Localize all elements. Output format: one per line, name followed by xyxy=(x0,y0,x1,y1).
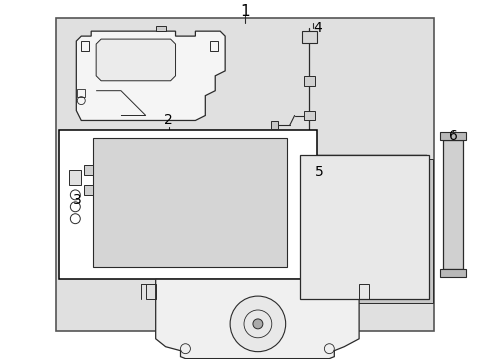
Polygon shape xyxy=(84,165,93,175)
Bar xyxy=(60,130,317,279)
Text: 3: 3 xyxy=(73,193,81,207)
Bar xyxy=(440,132,466,140)
Polygon shape xyxy=(96,39,175,81)
Bar xyxy=(440,269,466,277)
Polygon shape xyxy=(303,111,315,121)
Polygon shape xyxy=(303,159,432,303)
Text: 6: 6 xyxy=(448,129,457,143)
Text: 1: 1 xyxy=(240,4,249,19)
Circle shape xyxy=(252,319,263,329)
Polygon shape xyxy=(301,31,317,43)
Polygon shape xyxy=(155,279,358,359)
Polygon shape xyxy=(84,185,93,195)
Polygon shape xyxy=(303,76,315,86)
Text: 5: 5 xyxy=(314,165,323,179)
Bar xyxy=(299,155,427,299)
Text: 4: 4 xyxy=(312,21,321,35)
Text: 2: 2 xyxy=(164,113,173,127)
Polygon shape xyxy=(76,31,224,121)
Bar xyxy=(443,140,462,269)
Polygon shape xyxy=(270,121,277,129)
Polygon shape xyxy=(155,26,165,31)
Polygon shape xyxy=(69,170,81,185)
Bar xyxy=(56,18,433,331)
Bar xyxy=(93,138,286,267)
Circle shape xyxy=(230,296,285,352)
